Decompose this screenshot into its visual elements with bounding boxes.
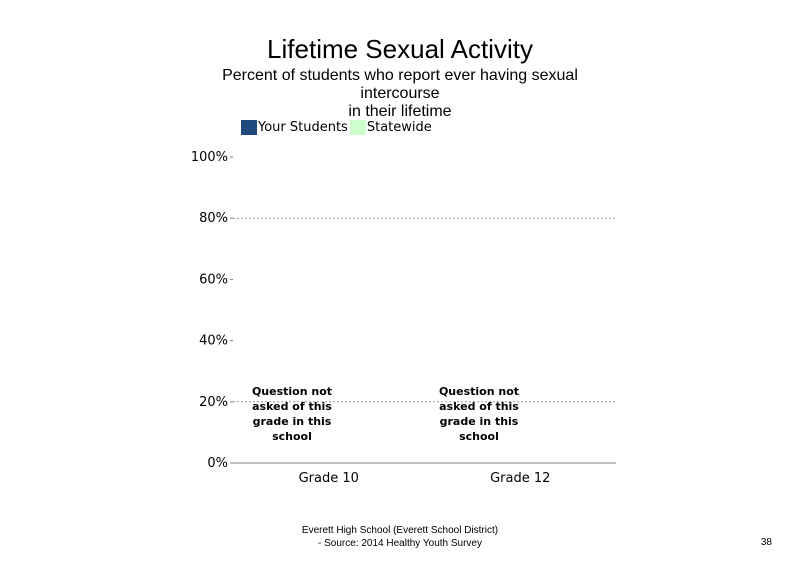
legend-item-statewide: Statewide (349, 119, 434, 135)
x-category-label: Grade 10 (299, 471, 359, 486)
footer-school: Everett High School (Everett School Dist… (301, 525, 499, 536)
footer: Everett High School (Everett School Dist… (200, 524, 600, 550)
page-number: 38 (760, 537, 772, 548)
y-tick-label: 60% (199, 272, 228, 287)
legend-swatch-your-students (241, 119, 257, 135)
y-tick-label: 80% (199, 211, 228, 226)
legend: Your Students Statewide (241, 119, 434, 135)
footer-source: - Source: 2014 Healthy Youth Survey (318, 538, 482, 549)
legend-swatch-statewide (349, 119, 366, 135)
y-tick-label: 100% (191, 150, 228, 165)
annotation-grade-10: Question not asked of this grade in this… (251, 385, 333, 443)
y-tick-label: 40% (199, 334, 228, 349)
legend-label-your-students: Your Students (258, 119, 348, 135)
legend-label-statewide: Statewide (366, 119, 432, 135)
subtitle-text: Percent of students who report ever havi… (222, 67, 578, 120)
chart-subtitle: Percent of students who report ever havi… (200, 67, 600, 121)
y-tick-label: 20% (199, 395, 228, 410)
legend-item-your-students: Your Students (241, 119, 350, 135)
x-category-label: Grade 12 (490, 471, 550, 486)
y-tick-label: 0% (207, 456, 228, 471)
annotation-grade-12: Question not asked of this grade in this… (438, 385, 520, 443)
chart-title: Lifetime Sexual Activity (267, 34, 533, 64)
